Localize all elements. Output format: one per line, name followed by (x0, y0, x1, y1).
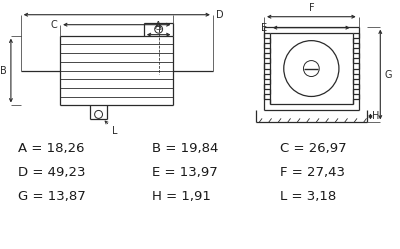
Text: G = 13,87: G = 13,87 (18, 190, 86, 203)
Text: B = 19,84: B = 19,84 (152, 142, 218, 155)
Text: H: H (372, 111, 380, 122)
Text: E = 13,97: E = 13,97 (152, 166, 218, 179)
Text: H = 1,91: H = 1,91 (152, 190, 211, 203)
Text: B: B (0, 65, 7, 75)
Text: C: C (50, 20, 57, 30)
Text: L: L (105, 121, 118, 136)
Text: D = 49,23: D = 49,23 (18, 166, 85, 179)
Text: F = 27,43: F = 27,43 (280, 166, 345, 179)
Text: G: G (384, 69, 392, 79)
Text: F: F (308, 3, 314, 13)
Text: C = 26,97: C = 26,97 (280, 142, 346, 155)
Text: E: E (261, 23, 267, 33)
Text: L = 3,18: L = 3,18 (280, 190, 336, 203)
Text: D: D (216, 10, 224, 20)
Text: A = 18,26: A = 18,26 (18, 142, 84, 155)
Text: A: A (155, 21, 162, 31)
